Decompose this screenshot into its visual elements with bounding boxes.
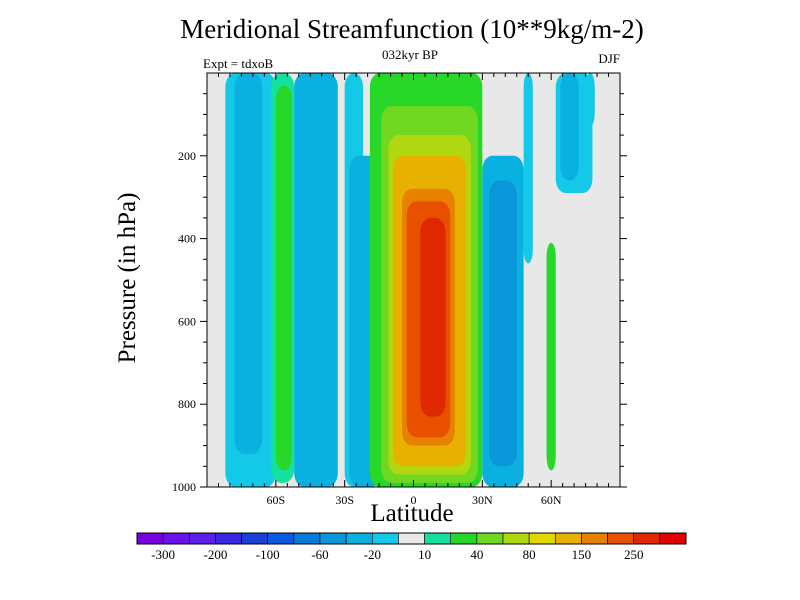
colorbar-label: 10 [418,547,431,562]
colorbar-swatch [554,532,582,545]
chart-title: Meridional Streamfunction (10**9kg/m-2) [180,14,644,44]
contour-cell [420,217,446,417]
season-label: DJF [598,51,620,66]
y-tick-label: 200 [178,149,196,163]
contour-cell [406,201,451,438]
contour-cell [344,73,364,487]
colorbar-swatch [241,532,269,545]
contour-cell [271,73,295,483]
colorbar-label: 40 [470,547,483,562]
colorbar-swatch [398,532,425,545]
contour-cell [392,155,467,467]
contour-cell [294,73,338,487]
contour-cell [369,73,483,487]
contour-cell [546,242,556,471]
contour-cell [388,135,471,475]
contour-cell [555,73,593,194]
colorbar-swatch [293,532,321,545]
colorbar-label: -20 [364,547,381,562]
y-tick-label: 1000 [172,480,196,494]
colorbar-swatch [581,532,608,545]
colorbar-swatch [371,532,399,545]
experiment-label: Expt = tdxoB [203,56,274,71]
contour-cell [234,73,263,454]
colorbar-swatch [215,532,242,545]
y-tick-label: 600 [178,314,196,328]
colorbar-swatch [136,532,164,545]
colorbar-swatch [188,532,216,545]
colorbar-swatch [267,532,295,545]
colorbar-swatch [607,532,635,545]
contour-cell [225,73,276,487]
contour-cell [298,73,329,487]
contour-cell [397,172,460,459]
contour-cell [489,180,517,467]
contour-cell [298,73,313,487]
colorbar-swatch [633,532,661,545]
x-axis-label: Latitude [370,500,454,527]
contour-cell [207,73,217,223]
contour-cell [381,106,478,483]
colorbar-swatch [162,532,190,545]
colorbar-swatch [450,532,478,545]
contour-cell [585,73,595,127]
x-tick-label: 60S [266,493,285,507]
colorbar-swatch [502,532,530,545]
colorbar-label: 80 [523,547,536,562]
colorbar-frame [136,532,687,545]
time-label: 032kyr BP [382,47,438,62]
colorbar-swatch [476,532,504,545]
contour-cell [349,155,382,487]
colorbar-swatch [424,532,452,545]
x-tick-label: 30N [472,493,493,507]
colorbar-label: -200 [204,547,228,562]
plot-frame [206,72,621,488]
contour-cell [211,73,219,144]
colorbar-swatch [319,532,347,545]
y-tick-label: 800 [178,397,196,411]
colorbar-label: 150 [572,547,592,562]
contour-cell [275,85,292,471]
plot-background [207,73,620,487]
colorbar-label: 250 [624,547,644,562]
colorbar-label: -100 [256,547,280,562]
contour-cell [402,188,455,446]
colorbar-label: -300 [151,547,175,562]
colorbar-swatch [659,532,687,545]
contour-cell [560,73,579,181]
contour-cell [523,73,533,264]
y-tick-label: 400 [178,232,196,246]
contour-cell [482,155,524,487]
y-axis-label: Pressure (in hPa) [114,192,141,364]
colorbar-swatch [345,532,373,545]
colorbar-swatch [528,532,556,545]
colorbar-label: -60 [311,547,328,562]
x-tick-label: 30S [335,493,354,507]
x-tick-label: 60N [541,493,562,507]
